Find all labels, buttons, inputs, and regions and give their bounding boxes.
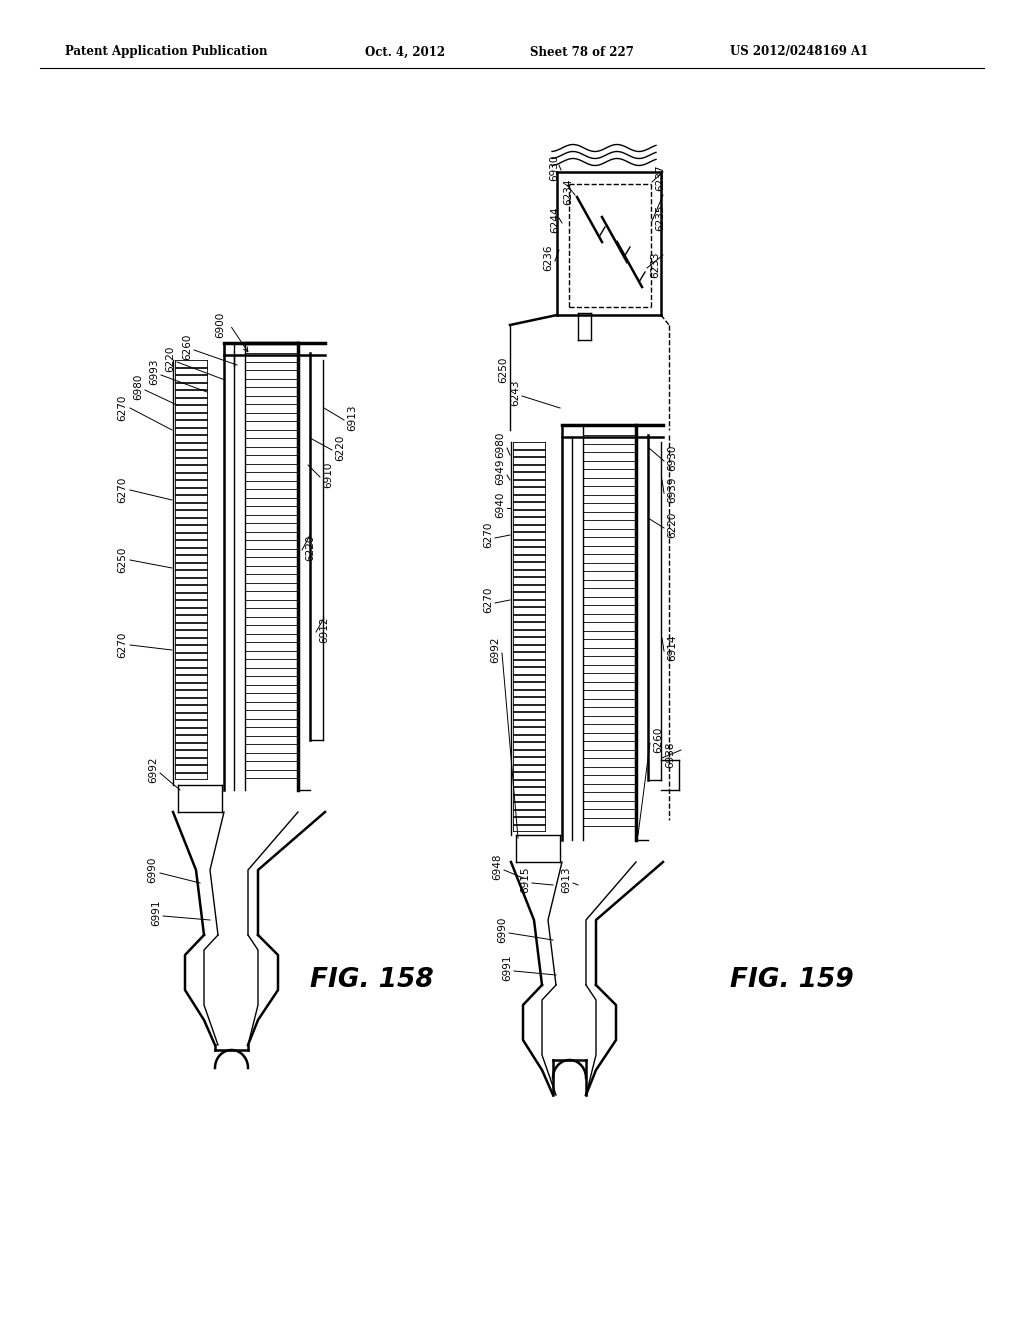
Text: 6939: 6939 — [667, 477, 677, 503]
Text: 6234: 6234 — [563, 178, 573, 205]
Text: 6993: 6993 — [150, 359, 159, 385]
Text: 6236: 6236 — [543, 244, 553, 271]
Text: 6948: 6948 — [492, 854, 502, 880]
Text: 6220: 6220 — [335, 434, 345, 461]
Text: Oct. 4, 2012: Oct. 4, 2012 — [365, 45, 445, 58]
Text: 6913: 6913 — [561, 867, 571, 894]
Text: 6233: 6233 — [650, 252, 660, 279]
Text: 6270: 6270 — [483, 521, 493, 548]
Text: FIG. 159: FIG. 159 — [730, 968, 854, 993]
Text: 6915: 6915 — [520, 867, 530, 894]
Text: 6930: 6930 — [549, 154, 559, 181]
Text: 6260: 6260 — [182, 334, 193, 360]
Text: 6250: 6250 — [117, 546, 127, 573]
Text: 6930: 6930 — [667, 445, 677, 471]
Text: 6235: 6235 — [655, 205, 665, 231]
Text: Patent Application Publication: Patent Application Publication — [65, 45, 267, 58]
Text: FIG. 158: FIG. 158 — [310, 968, 434, 993]
Text: 6913: 6913 — [347, 405, 357, 432]
Text: 6949: 6949 — [495, 459, 505, 486]
Text: US 2012/0248169 A1: US 2012/0248169 A1 — [730, 45, 868, 58]
Text: 6260: 6260 — [653, 727, 663, 754]
Text: 6250: 6250 — [498, 356, 508, 383]
Text: 6270: 6270 — [483, 587, 493, 614]
Text: 6270: 6270 — [117, 395, 127, 421]
Text: 6992: 6992 — [148, 756, 158, 783]
Text: 6243: 6243 — [510, 380, 520, 407]
Text: 6912: 6912 — [319, 616, 329, 643]
Text: 6244: 6244 — [550, 207, 560, 234]
Text: 6990: 6990 — [147, 857, 157, 883]
Text: 6270: 6270 — [117, 632, 127, 659]
Text: 6237: 6237 — [655, 165, 665, 191]
Text: 6220: 6220 — [667, 512, 677, 539]
Text: 6991: 6991 — [502, 954, 512, 981]
Text: 6980: 6980 — [133, 374, 143, 400]
Text: 6992: 6992 — [490, 636, 500, 663]
Text: 6940: 6940 — [495, 492, 505, 519]
Text: 6220: 6220 — [305, 535, 315, 561]
Text: 6990: 6990 — [497, 917, 507, 944]
Text: 6270: 6270 — [117, 477, 127, 503]
Text: 6910: 6910 — [323, 462, 333, 488]
Text: 6900: 6900 — [215, 312, 225, 338]
Text: 6991: 6991 — [151, 900, 161, 927]
Text: 6914: 6914 — [667, 635, 677, 661]
Text: 6938: 6938 — [665, 742, 675, 768]
Text: Sheet 78 of 227: Sheet 78 of 227 — [530, 45, 634, 58]
Text: 6980: 6980 — [495, 432, 505, 458]
Text: 6220: 6220 — [165, 346, 175, 372]
